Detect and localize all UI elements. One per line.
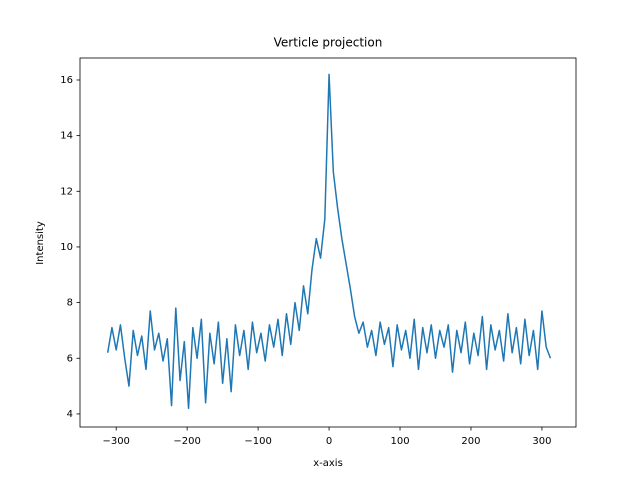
x-tick-label: −100 (244, 436, 271, 447)
y-tick-label: 10 (60, 242, 73, 253)
y-tick-label: 16 (60, 75, 73, 86)
x-tick-label: −300 (102, 436, 129, 447)
x-tick-label: 100 (390, 436, 409, 447)
x-tick-label: 200 (461, 436, 480, 447)
plot-frame (79, 57, 577, 428)
x-tick-label: 0 (326, 436, 332, 447)
x-tick-label: −200 (173, 436, 200, 447)
line (106, 73, 552, 410)
y-tick-label: 12 (60, 186, 73, 197)
y-axis-label: Intensity (35, 221, 46, 265)
x-axis-label: x-axis (313, 458, 343, 469)
y-tick-label: 8 (67, 298, 73, 309)
y-tick-label: 6 (67, 353, 73, 364)
x-tick-label: 300 (532, 436, 551, 447)
y-tick-label: 4 (67, 409, 73, 420)
chart-title: Verticle projection (274, 36, 383, 50)
y-tick-label: 14 (60, 131, 73, 142)
